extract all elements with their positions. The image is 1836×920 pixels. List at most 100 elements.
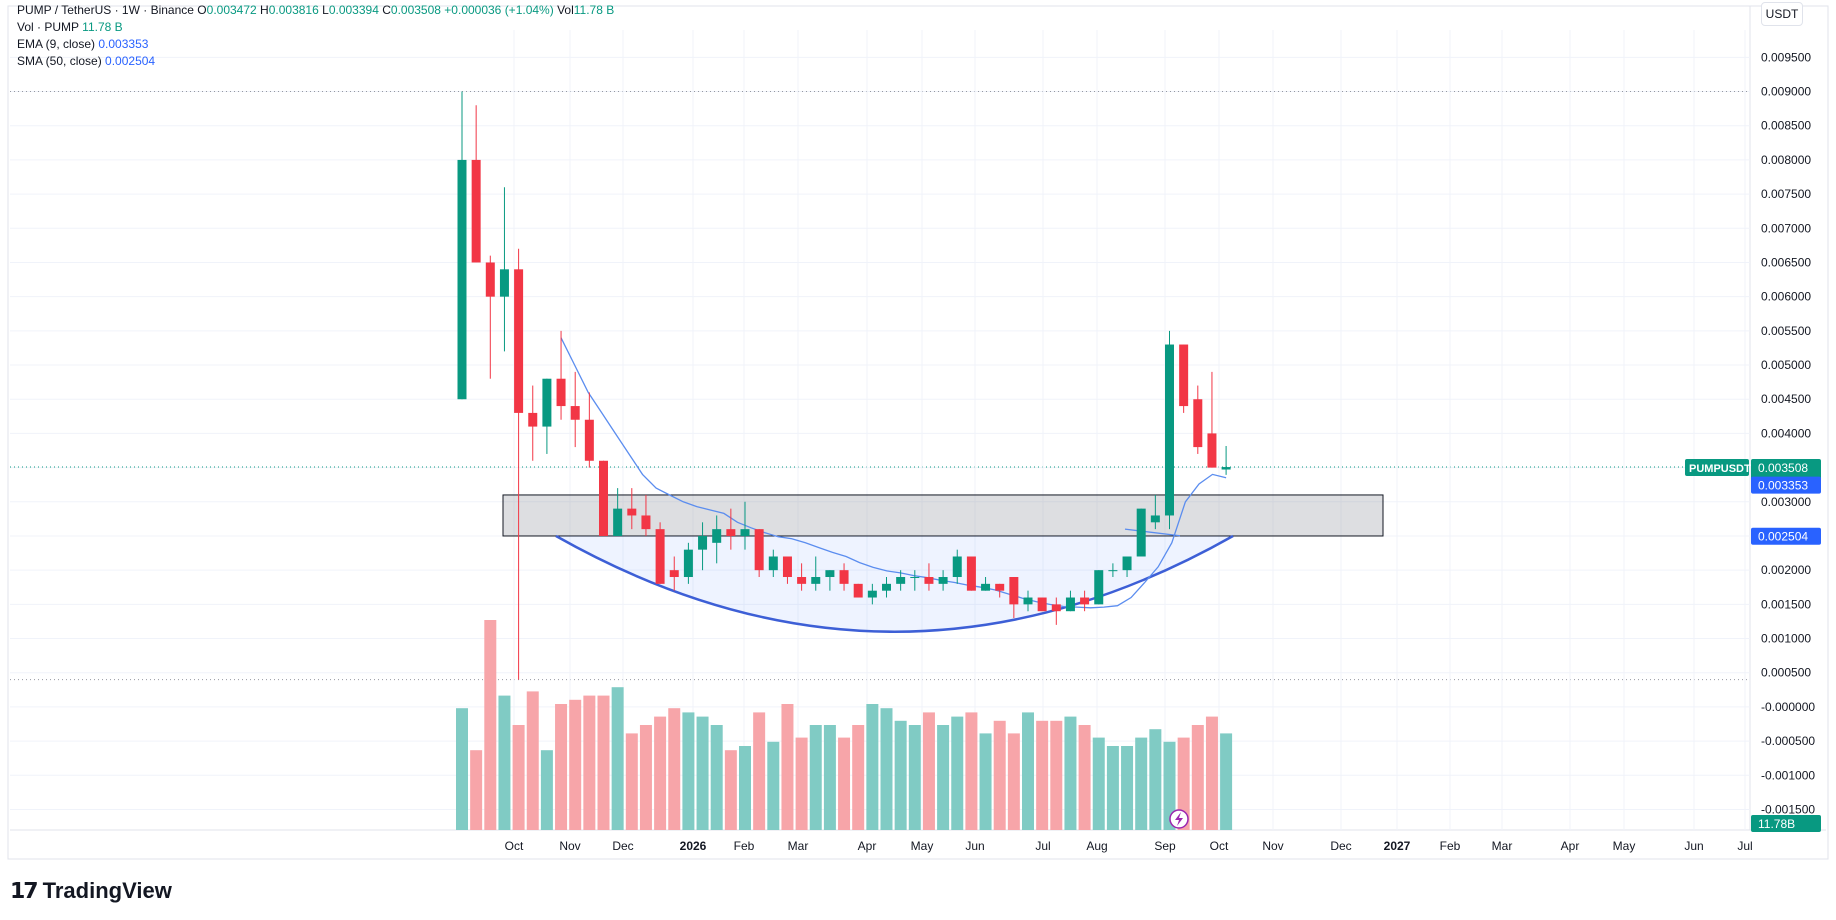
chart-frame — [7, 5, 1829, 860]
ema-line — [560, 337, 1227, 609]
currency-button[interactable]: USDT — [1761, 2, 1803, 26]
high-label: H — [260, 3, 269, 17]
high-value: 0.003816 — [268, 3, 319, 17]
time-axis: Oct Nov Dec 2026 Feb Mar Apr May Jun Jul Aug Sep Oct… — [505, 839, 1753, 853]
x-tick-label: 2027 — [1384, 839, 1411, 853]
candle-body — [1051, 604, 1061, 612]
volume-bar — [569, 699, 582, 830]
volume-bar — [965, 712, 978, 830]
volume-bar — [739, 746, 751, 830]
volume-bar — [611, 687, 624, 830]
x-tick-label: Mar — [788, 839, 809, 853]
volume-series-value: 11.78 B — [82, 20, 123, 34]
cup-arc-annotation — [555, 534, 1234, 633]
candle-body — [867, 590, 877, 598]
volume-legend-row[interactable]: Vol · PUMP 11.78 B — [17, 19, 614, 36]
ema-price-label: 0.003353 — [1758, 479, 1808, 493]
volume-bar — [753, 712, 766, 830]
sma-path — [1124, 528, 1181, 537]
volume-bar — [795, 737, 808, 830]
tradingview-logo[interactable]: 𝟭𝟳 TradingView — [10, 878, 172, 904]
volume-bar — [682, 712, 695, 830]
volume-bar — [951, 716, 964, 830]
volume-bar — [1022, 712, 1034, 830]
candle-body — [1207, 433, 1217, 468]
volume-bar — [1149, 729, 1162, 830]
vol-value: 11.78 B — [573, 3, 615, 17]
volume-bar — [1050, 720, 1063, 830]
x-tick-label: Dec — [612, 839, 633, 853]
lightning-bolt — [1175, 812, 1183, 826]
x-tick-label: May — [1613, 839, 1636, 853]
x-tick-label: Sep — [1154, 839, 1176, 853]
candle-body — [542, 378, 552, 427]
candle-body — [528, 412, 538, 427]
candle-body — [570, 406, 580, 420]
x-tick-label: Apr — [858, 839, 877, 853]
candle-body — [1136, 508, 1146, 557]
candle-body — [811, 577, 821, 584]
y-tick-label: 0.005500 — [1761, 324, 1811, 338]
brand-name: TradingView — [42, 878, 172, 903]
ema-legend-row[interactable]: EMA (9, close) 0.003353 — [17, 36, 614, 53]
candle-body — [896, 577, 906, 584]
candle-body — [768, 556, 778, 571]
y-tick-label: 0.007500 — [1761, 187, 1811, 201]
volume-bar — [540, 750, 553, 830]
volume-bar — [526, 691, 539, 830]
candle-body — [924, 577, 934, 584]
symbol-tag-bg — [1685, 459, 1749, 477]
candle-body — [584, 419, 594, 461]
volume-bar — [1092, 737, 1105, 830]
volume-bars — [456, 620, 1233, 830]
volume-bar — [484, 620, 497, 830]
x-tick-label: Jul — [1035, 839, 1050, 853]
y-tick-label: 0.007000 — [1761, 221, 1811, 235]
volume-bar — [597, 695, 610, 830]
volume-bar — [979, 733, 992, 830]
candle-body — [655, 529, 665, 584]
volume-bar — [894, 720, 907, 830]
volume-bar — [639, 725, 652, 830]
price-axis: 0.009500 0.009000 0.008500 0.008000 0.007500… — [1761, 50, 1815, 816]
x-tick-label: Jun — [965, 839, 984, 853]
x-tick-label: Oct — [1210, 839, 1229, 853]
close-label: C — [382, 3, 391, 17]
candle-body — [669, 570, 679, 578]
candle-body — [966, 556, 976, 591]
y-tick-label: 0.008000 — [1761, 153, 1811, 167]
candle-body — [683, 549, 693, 578]
volume-bar — [1007, 733, 1020, 830]
y-tick-label: 0.009500 — [1761, 50, 1811, 64]
sma-price-label: 0.002504 — [1758, 530, 1808, 544]
volume-bar — [937, 725, 950, 830]
x-tick-label: Mar — [1492, 839, 1513, 853]
volume-bar — [1220, 733, 1233, 830]
symbol-title[interactable]: PUMP / TetherUS · 1W · Binance — [17, 3, 194, 17]
ohlc-row: PUMP / TetherUS · 1W · Binance O0.003472… — [17, 2, 614, 19]
candle-body — [1122, 556, 1132, 571]
volume-bar — [1191, 725, 1204, 830]
candle-body — [1179, 344, 1189, 407]
volume-bar — [724, 750, 737, 830]
candle-body — [910, 577, 920, 579]
candle-body — [740, 529, 750, 536]
candle-body — [981, 583, 991, 591]
candle-body — [1108, 570, 1118, 572]
sma-legend-row[interactable]: SMA (50, close) 0.002504 — [17, 53, 614, 70]
y-tick-label: 0.001000 — [1761, 632, 1811, 646]
y-tick-label: 0.006000 — [1761, 290, 1811, 304]
candlesticks — [457, 91, 1231, 680]
y-tick-label: -0.001000 — [1761, 768, 1815, 782]
volume-price-label: 11.78B — [1758, 817, 1795, 831]
x-tick-label: Aug — [1086, 839, 1107, 853]
candle-body — [797, 577, 807, 584]
ema-price-label-bg — [1751, 476, 1821, 494]
tradingview-mark-icon: 𝟭𝟳 — [10, 878, 39, 903]
volume-bar — [1135, 737, 1148, 830]
volume-bar — [781, 704, 794, 830]
open-value: 0.003472 — [206, 3, 257, 17]
open-label: O — [197, 3, 207, 17]
